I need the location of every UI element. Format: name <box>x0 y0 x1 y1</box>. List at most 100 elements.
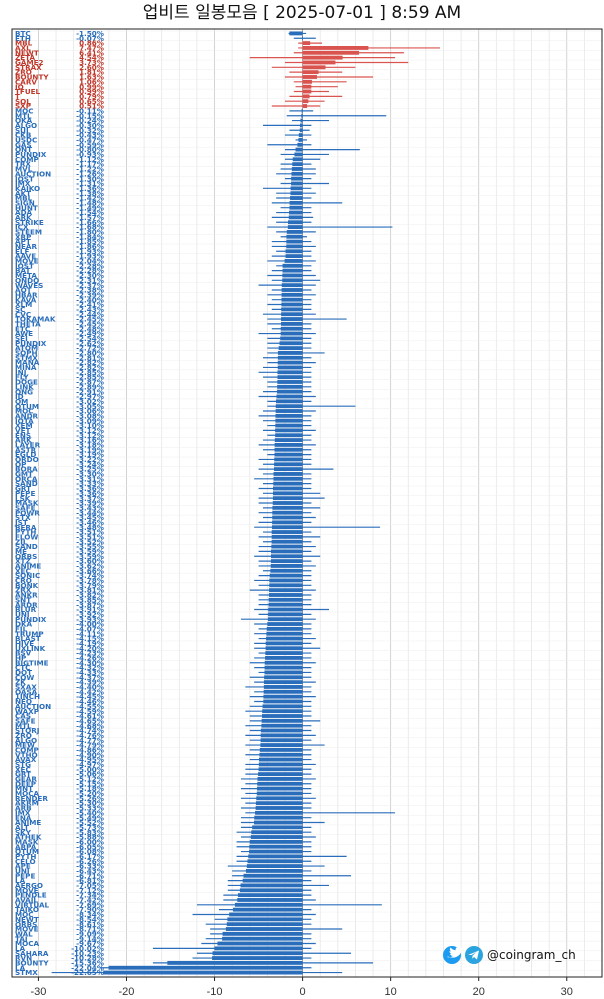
change-bar <box>276 394 303 399</box>
row-symbol: STMX <box>15 353 38 362</box>
row-symbol: CVC <box>15 310 31 319</box>
row-symbol: ONG <box>15 387 33 396</box>
row-symbol: IQ <box>15 82 24 91</box>
change-bar <box>251 830 303 835</box>
row-percent: -6.81% <box>76 876 104 885</box>
twitter-bird-glyph <box>447 947 463 958</box>
row-symbol: ATOM <box>15 344 38 353</box>
change-bar <box>274 452 303 457</box>
row-symbol: ONDO <box>15 276 39 285</box>
row-symbol: OP <box>15 460 26 469</box>
change-bar <box>263 680 303 685</box>
row-percent: -3.52% <box>76 537 104 546</box>
change-bar <box>280 326 303 331</box>
change-bar <box>240 883 303 888</box>
row-percent: -6.33% <box>76 862 104 871</box>
x-tick-label: -20 <box>119 986 135 998</box>
row-symbol: OASA <box>15 687 38 696</box>
row-percent: -0.43% <box>76 131 104 140</box>
row-percent: -1.80% <box>76 228 104 237</box>
row-symbol: IOST <box>15 261 34 270</box>
row-symbol: USDC <box>15 136 37 145</box>
row-percent: -2.82% <box>76 363 104 372</box>
row-percent: -2.80% <box>76 349 104 358</box>
change-bar <box>257 777 303 781</box>
row-percent: -1.86% <box>76 242 104 251</box>
row-symbol: FIL <box>15 624 28 633</box>
row-symbol: PUNDIX <box>15 339 47 348</box>
change-bar <box>302 89 312 94</box>
change-bar <box>273 476 303 481</box>
row-percent: 0.65% <box>79 97 104 106</box>
row-symbol: STG <box>15 760 31 769</box>
row-symbol: SAFE <box>15 503 36 512</box>
change-bar <box>302 84 312 89</box>
change-bar <box>281 317 303 321</box>
row-percent: -3.12% <box>76 431 104 440</box>
change-bar <box>243 873 303 878</box>
row-percent: -2.44% <box>76 310 104 319</box>
row-symbol: ARDR <box>15 600 38 609</box>
row-symbol: ORBS <box>15 552 37 561</box>
row-symbol: TFUEL <box>15 87 41 96</box>
change-bar <box>263 685 303 689</box>
change-bar <box>277 375 303 380</box>
change-bar <box>281 312 303 317</box>
row-symbol: BOUNTY <box>15 73 49 82</box>
row-percent: -3.36% <box>76 484 104 493</box>
row-symbol: TAIKO <box>15 905 39 914</box>
row-symbol: TOKAMAK <box>15 315 56 324</box>
row-symbol: IMX <box>15 808 31 817</box>
row-symbol: ONT <box>15 145 32 154</box>
row-percent: -2.43% <box>76 305 104 314</box>
row-symbol: MOC <box>15 910 34 919</box>
row-symbol: ALGO <box>15 121 37 130</box>
change-bar <box>273 472 303 476</box>
change-bar <box>292 157 303 162</box>
change-bar <box>258 767 303 772</box>
row-percent: -1.36% <box>76 184 104 193</box>
row-symbol: ME <box>15 547 27 556</box>
row-percent: -3.22% <box>76 455 104 464</box>
row-percent: 4.54% <box>79 53 104 62</box>
row-symbol: AWE <box>15 329 33 338</box>
change-bar <box>301 113 303 118</box>
row-symbol: ENA <box>15 813 32 822</box>
change-bar <box>270 559 303 564</box>
row-symbol: BOUNTY <box>15 958 49 967</box>
change-bar <box>167 960 303 965</box>
row-symbol: STORJ <box>15 726 40 735</box>
row-symbol: ZK <box>15 678 26 687</box>
row-percent: -22.65% <box>71 968 104 977</box>
change-bar <box>294 152 303 157</box>
row-percent: -4.11% <box>76 629 104 638</box>
row-percent: -2.62% <box>76 339 104 348</box>
change-bar <box>270 563 303 568</box>
change-bar <box>275 413 303 418</box>
row-symbol: ID <box>15 392 24 401</box>
change-bar <box>271 530 303 534</box>
row-percent: -2.91% <box>76 387 104 396</box>
row-percent: -15.36% <box>71 958 104 967</box>
row-symbol: MBL <box>15 39 33 48</box>
row-percent: 1.06% <box>79 77 104 86</box>
plot-frame <box>11 28 603 978</box>
row-symbol: AVAIL <box>15 896 38 905</box>
row-percent: -3.12% <box>76 426 104 435</box>
row-percent: -2.97% <box>76 392 104 401</box>
change-bar <box>302 94 310 99</box>
change-bar <box>257 781 303 786</box>
row-symbol: SONIC <box>15 571 40 580</box>
change-bar <box>274 442 303 447</box>
row-percent: 0.99% <box>79 82 104 91</box>
row-percent: -3.81% <box>76 586 104 595</box>
row-percent: -6.08% <box>76 847 104 856</box>
change-bar <box>277 365 303 370</box>
row-percent: -3.09% <box>76 416 104 425</box>
change-bar <box>272 520 303 525</box>
row-symbol: AUCTION <box>15 702 51 711</box>
row-percent: -2.49% <box>76 329 104 338</box>
row-percent: -4.77% <box>76 736 104 745</box>
row-percent: -2.38% <box>76 286 104 295</box>
row-percent: -5.20% <box>76 789 104 798</box>
